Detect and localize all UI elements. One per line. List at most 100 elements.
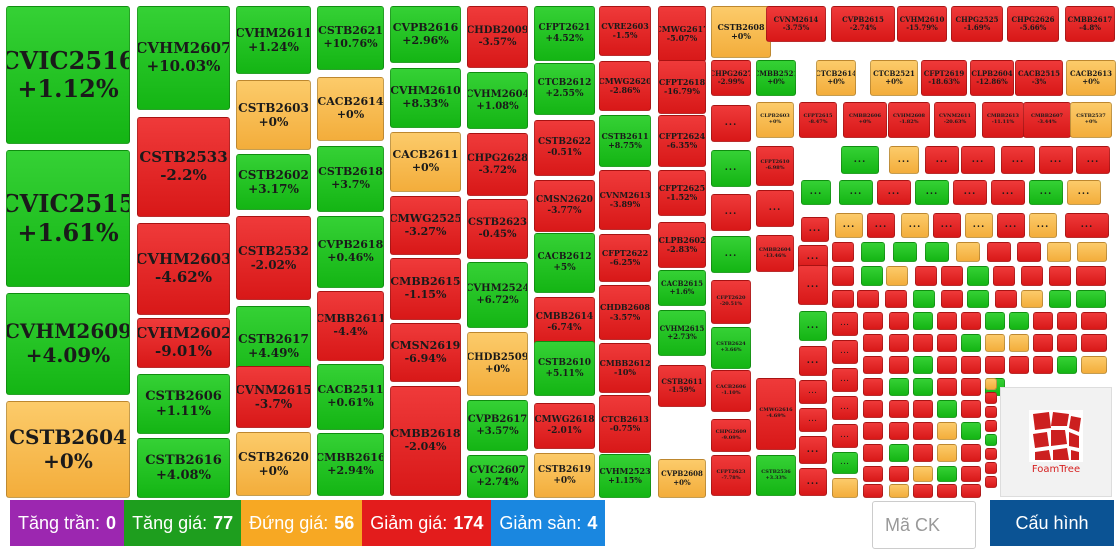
stock-tile[interactable]: CVNM2611 -20.63% — [934, 102, 976, 138]
collapsed-group-tile[interactable]: ... — [997, 213, 1025, 238]
stock-tile[interactable]: CSTB2610 +5.11% — [534, 341, 595, 396]
collapsed-group-tile[interactable] — [893, 242, 917, 262]
collapsed-group-tile[interactable] — [967, 266, 989, 286]
stock-tile[interactable]: CMBB2521+0% — [756, 60, 796, 96]
collapsed-group-tile[interactable] — [961, 444, 981, 462]
collapsed-group-tile[interactable] — [1081, 312, 1107, 330]
collapsed-group-tile[interactable]: ... — [832, 312, 858, 336]
collapsed-group-tile[interactable] — [1009, 356, 1029, 374]
stock-tile[interactable]: CMSN2619 -6.94% — [390, 323, 461, 382]
collapsed-group-tile[interactable]: ... — [1001, 146, 1035, 174]
collapsed-group-tile[interactable]: ... — [925, 146, 959, 174]
collapsed-group-tile[interactable]: ... — [841, 146, 879, 174]
collapsed-group-tile[interactable] — [1009, 334, 1029, 352]
stock-tile[interactable]: CSTB2536 +3.33% — [756, 455, 796, 496]
stock-tile[interactable]: CSTB2608 +0% — [711, 6, 771, 58]
collapsed-group-tile[interactable]: ... — [832, 424, 858, 448]
collapsed-group-tile[interactable] — [1081, 334, 1107, 352]
collapsed-group-tile[interactable] — [937, 378, 957, 396]
collapsed-group-tile[interactable] — [985, 378, 997, 390]
stock-tile[interactable]: CSTB2621 +10.76% — [317, 6, 384, 70]
collapsed-group-tile[interactable] — [993, 266, 1015, 286]
collapsed-group-tile[interactable] — [863, 356, 883, 374]
stock-tile[interactable]: CVHM2609 +4.09% — [6, 293, 130, 395]
stock-tile[interactable]: CVPB2616 +2.96% — [390, 6, 461, 63]
stock-tile[interactable]: CVNM2613 -3.89% — [599, 170, 651, 230]
collapsed-group-tile[interactable]: ... — [1029, 180, 1063, 205]
collapsed-group-tile[interactable] — [1077, 242, 1107, 262]
collapsed-group-tile[interactable]: ... — [933, 213, 961, 238]
stock-tile[interactable]: CVPB2615 -2.74% — [831, 6, 895, 42]
stock-tile[interactable]: CFPT2615 -8.47% — [799, 102, 837, 138]
collapsed-group-tile[interactable] — [985, 476, 997, 488]
collapsed-group-tile[interactable] — [913, 356, 933, 374]
stock-tile[interactable]: CMBB2616 +2.94% — [317, 433, 384, 496]
legend-ceiling[interactable]: Tăng trần: 0 — [10, 500, 125, 546]
collapsed-group-tile[interactable]: ... — [991, 180, 1025, 205]
collapsed-group-tile[interactable] — [1033, 312, 1053, 330]
collapsed-group-tile[interactable]: ... — [832, 396, 858, 420]
collapsed-group-tile[interactable] — [956, 242, 980, 262]
collapsed-group-tile[interactable] — [985, 312, 1005, 330]
collapsed-group-tile[interactable] — [961, 356, 981, 374]
stock-tile[interactable]: CFPT2620 -20.51% — [711, 280, 751, 324]
stock-tile[interactable]: CMBB2611 -4.4% — [317, 291, 384, 361]
collapsed-group-tile[interactable] — [915, 266, 937, 286]
collapsed-group-tile[interactable] — [987, 242, 1011, 262]
stock-tile[interactable]: CTCB2521 +0% — [870, 60, 918, 96]
stock-tile[interactable]: CHPG2525 -1.69% — [951, 6, 1003, 42]
collapsed-group-tile[interactable] — [913, 444, 933, 462]
collapsed-group-tile[interactable] — [985, 462, 997, 474]
stock-tile[interactable]: CFPT2618 -16.79% — [658, 60, 706, 114]
collapsed-group-tile[interactable] — [937, 444, 957, 462]
collapsed-group-tile[interactable] — [863, 378, 883, 396]
stock-tile[interactable]: CTCB2614 +0% — [816, 60, 856, 96]
collapsed-group-tile[interactable] — [985, 448, 997, 460]
stock-tile[interactable]: CMWG2616 -4.69% — [756, 378, 796, 450]
collapsed-group-tile[interactable]: ... — [798, 265, 828, 305]
collapsed-group-tile[interactable]: ... — [1039, 146, 1073, 174]
stock-tile[interactable]: CACB2606 -1.10% — [711, 370, 751, 412]
collapsed-group-tile[interactable] — [937, 422, 957, 440]
stock-tile[interactable]: CACB2612 +5% — [534, 233, 595, 293]
stock-tile[interactable]: CFPT2625 -1.52% — [658, 170, 706, 216]
stock-tile[interactable]: CACB2615 +1.6% — [658, 270, 706, 306]
collapsed-group-tile[interactable]: ... — [801, 217, 829, 242]
stock-tile[interactable]: CFPT2619 -18.63% — [921, 60, 967, 96]
collapsed-group-tile[interactable] — [832, 266, 854, 286]
legend-flat[interactable]: Đứng giá: 56 — [241, 500, 363, 546]
collapsed-group-tile[interactable] — [1017, 242, 1041, 262]
stock-tile[interactable]: CVIC2516 +1.12% — [6, 6, 130, 144]
collapsed-group-tile[interactable] — [961, 466, 981, 482]
collapsed-group-tile[interactable]: ... — [711, 105, 751, 142]
collapsed-group-tile[interactable] — [937, 400, 957, 418]
collapsed-group-tile[interactable] — [913, 312, 933, 330]
stock-tile[interactable]: CVIC2607 +2.74% — [467, 455, 528, 498]
stock-tile[interactable]: CLPB2603 +0% — [756, 102, 794, 138]
stock-tile[interactable]: CMBB2604 -13.46% — [756, 235, 794, 272]
stock-tile[interactable]: CFPT2624 -6.35% — [658, 115, 706, 167]
config-button[interactable]: Cấu hình — [990, 500, 1114, 546]
stock-tile[interactable]: CHPG2628 -3.72% — [467, 133, 528, 196]
stock-tile[interactable]: CVPB2608 +0% — [658, 459, 706, 498]
collapsed-group-tile[interactable]: ... — [1076, 146, 1110, 174]
stock-tile[interactable]: CVPB2617 +3.57% — [467, 400, 528, 451]
collapsed-group-tile[interactable]: ... — [799, 311, 827, 341]
stock-tile[interactable]: CVHM2608 -1.82% — [888, 102, 930, 138]
stock-tile[interactable]: CFPT2610 -6.98% — [756, 146, 794, 186]
collapsed-group-tile[interactable] — [985, 356, 1005, 374]
collapsed-group-tile[interactable] — [1057, 312, 1077, 330]
stock-tile[interactable]: CVHM2602 -9.01% — [137, 318, 230, 368]
collapsed-group-tile[interactable] — [961, 334, 981, 352]
collapsed-group-tile[interactable] — [1021, 290, 1043, 308]
stock-tile[interactable]: CSTB2619 +0% — [534, 453, 595, 498]
stock-tile[interactable]: CMWG2618 -2.01% — [534, 403, 595, 449]
collapsed-group-tile[interactable] — [863, 422, 883, 440]
stock-tile[interactable]: CVNM2615 -3.7% — [236, 366, 311, 428]
stock-tile[interactable]: CFPT2622 -6.25% — [599, 234, 651, 282]
collapsed-group-tile[interactable] — [1049, 290, 1071, 308]
collapsed-group-tile[interactable] — [1047, 242, 1071, 262]
collapsed-group-tile[interactable] — [863, 444, 883, 462]
stock-tile[interactable]: CVHM2524 +6.72% — [467, 262, 528, 328]
collapsed-group-tile[interactable] — [885, 290, 907, 308]
